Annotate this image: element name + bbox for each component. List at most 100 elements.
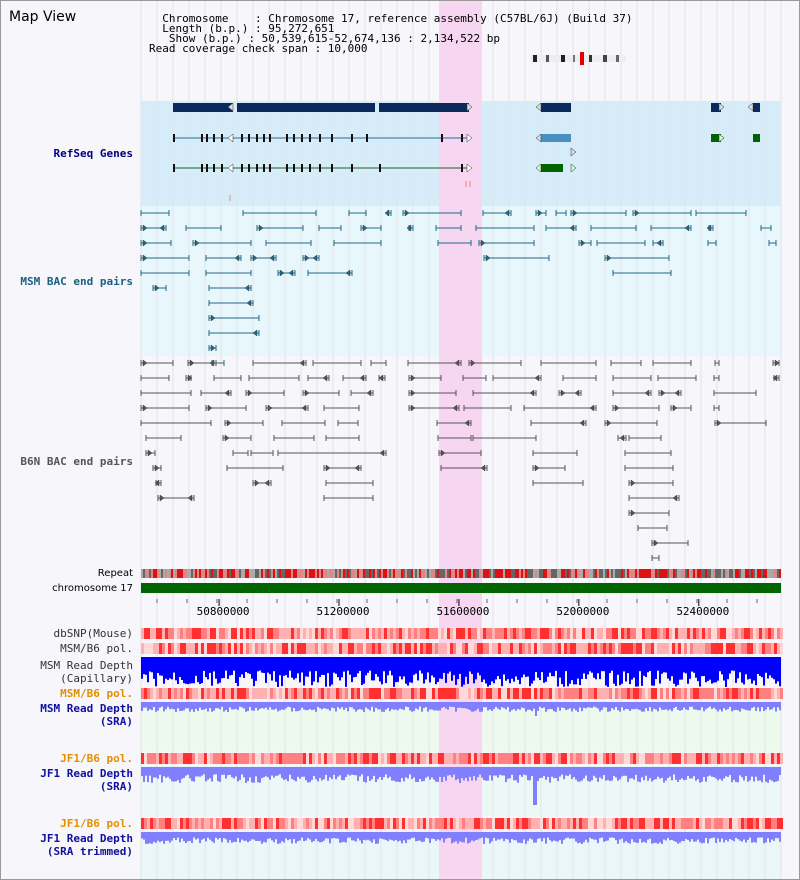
msm-pol-heat [579, 643, 582, 654]
jf1-pol2-heat [525, 818, 528, 829]
jf1-pol-heat [708, 753, 711, 764]
transcript-exon [241, 164, 243, 172]
msm-pol-heat [240, 643, 243, 654]
jf1-pol2-heat [273, 818, 276, 829]
axis-tick-label: 52400000 [676, 605, 729, 618]
jf1-pol-heat [345, 753, 348, 764]
msm-capillary-depth [541, 657, 543, 673]
jf1-sra-depth [661, 767, 663, 778]
repeat-segment [591, 569, 593, 578]
msm-capillary-depth [735, 657, 737, 683]
repeat-segment [389, 569, 391, 578]
msm-sra-depth [285, 702, 287, 709]
msm-sra-depth [643, 702, 645, 712]
repeat-segment [501, 569, 503, 578]
jf1-sra-depth [467, 767, 469, 782]
repeat-segment [453, 569, 455, 578]
jf1-pol-heat [405, 753, 408, 764]
msm-sra-depth [761, 702, 763, 708]
track-label-msm-bac[interactable]: MSM BAC end pairs [20, 275, 133, 288]
msm-capillary-depth [713, 657, 715, 683]
msm-sra-depth [373, 702, 375, 712]
track-label-msm-depth-sra[interactable]: MSM Read Depth (SRA) [40, 702, 133, 728]
jf1-trimmed-depth [561, 832, 563, 844]
msm-pol-heat [147, 643, 150, 654]
msm-pol2-heat [219, 688, 222, 699]
dbsnp-heat [141, 628, 144, 639]
transcript-exon [206, 134, 208, 142]
msm-pol-heat [150, 643, 153, 654]
jf1-trimmed-depth [371, 832, 373, 843]
jf1-trimmed-depth [527, 832, 529, 841]
jf1-pol2-heat [303, 818, 306, 829]
msm-sra-depth [209, 702, 211, 709]
msm-sra-depth [183, 702, 185, 711]
repeat-segment [223, 569, 225, 578]
axis-tick-label: 52000000 [556, 605, 609, 618]
msm-pol-heat [471, 643, 474, 654]
jf1-sra-depth [429, 767, 431, 780]
msm-pol-heat [534, 643, 537, 654]
track-label-msm-depth-capillary[interactable]: MSM Read Depth (Capillary) [40, 659, 133, 685]
track-label-jf1-b6-pol-1[interactable]: JF1/B6 pol. [60, 752, 133, 765]
repeat-segment [337, 569, 339, 578]
page-title: Map View [9, 9, 77, 25]
msm-pol-heat [681, 643, 684, 654]
msm-capillary-depth [673, 657, 675, 684]
repeat-segment [287, 569, 289, 578]
repeat-segment [495, 569, 497, 578]
msm-sra-depth [617, 702, 619, 711]
transcript-exon [309, 164, 311, 172]
repeat-segment [245, 569, 247, 578]
track-label-jf1-depth-sra[interactable]: JF1 Read Depth (SRA) [40, 767, 133, 793]
msm-pol2-heat [204, 688, 207, 699]
track-label-dbsnp[interactable]: dbSNP(Mouse) [53, 627, 133, 640]
jf1-pol2-heat [261, 818, 264, 829]
msm-sra-depth [359, 702, 361, 710]
track-label-b6n-bac[interactable]: B6N BAC end pairs [20, 455, 133, 468]
msm-capillary-depth [617, 657, 619, 675]
msm-pol2-heat [732, 688, 735, 699]
track-label-msm-b6-pol-2[interactable]: MSM/B6 pol. [60, 687, 133, 700]
msm-bac-arrow [252, 254, 258, 262]
msm-sra-depth [181, 702, 183, 711]
msm-sra-depth [531, 702, 533, 712]
track-label-msm-b6-pol-1[interactable]: MSM/B6 pol. [60, 642, 133, 655]
msm-sra-depth [681, 702, 683, 711]
jf1-pol2-heat [678, 818, 681, 829]
msm-pol-heat [699, 643, 702, 654]
repeat-segment [661, 569, 663, 578]
track-label-jf1-depth-trimmed[interactable]: JF1 Read Depth (SRA trimmed) [40, 832, 133, 858]
jf1-pol2-heat [315, 818, 318, 829]
b6n-bac-arrow [187, 494, 193, 502]
jf1-sra-depth [357, 767, 359, 781]
msm-bac-arrow [706, 224, 712, 232]
track-label-refseq[interactable]: RefSeq Genes [53, 147, 133, 160]
jf1-sra-depth [517, 767, 519, 783]
msm-capillary-depth [555, 657, 557, 671]
msm-pol2-heat [396, 688, 399, 699]
jf1-sra-depth [489, 767, 491, 776]
jf1-pol2-heat [354, 818, 357, 829]
msm-sra-depth [573, 702, 575, 709]
transcript-exon [263, 164, 265, 172]
msm-pol2-heat [501, 688, 504, 699]
track-label-jf1-b6-pol-2[interactable]: JF1/B6 pol. [60, 817, 133, 830]
dbsnp-heat [366, 628, 369, 639]
jf1-pol2-heat [642, 818, 645, 829]
msm-pol-heat [228, 643, 231, 654]
msm-capillary-depth [343, 657, 345, 672]
jf1-pol-heat [393, 753, 396, 764]
repeat-segment [317, 569, 319, 578]
repeat-segment [227, 569, 229, 578]
jf1-sra-depth [225, 767, 227, 779]
jf1-trimmed-depth [653, 832, 655, 844]
repeat-segment [449, 569, 451, 578]
jf1-sra-depth [619, 767, 621, 780]
jf1-sra-depth [471, 767, 473, 781]
msm-capillary-depth [423, 657, 425, 684]
dbsnp-heat [762, 628, 765, 639]
msm-pol2-heat [342, 688, 345, 699]
jf1-trimmed-depth [557, 832, 559, 842]
